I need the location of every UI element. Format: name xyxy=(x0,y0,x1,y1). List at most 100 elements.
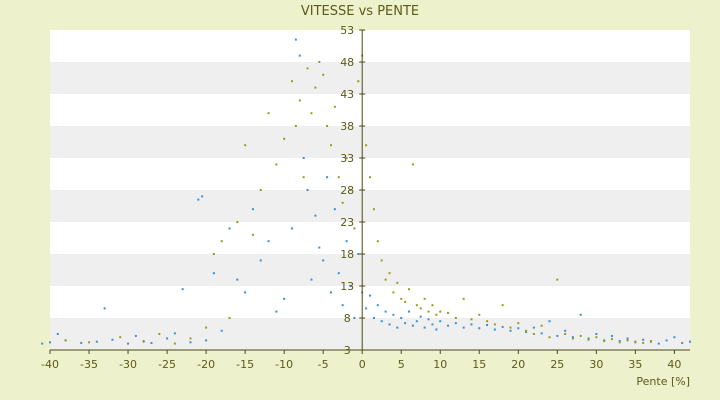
data-point xyxy=(388,272,391,275)
data-point xyxy=(267,240,270,243)
data-point xyxy=(228,227,231,230)
data-point xyxy=(306,189,309,191)
data-point xyxy=(423,326,426,329)
data-point xyxy=(532,333,535,335)
data-point xyxy=(493,328,496,331)
data-point xyxy=(314,86,317,89)
data-point xyxy=(267,112,270,115)
data-point xyxy=(642,341,645,344)
grid-band xyxy=(50,286,690,318)
data-point xyxy=(166,337,169,340)
y-tick-label: 23 xyxy=(340,216,354,229)
data-point xyxy=(435,328,438,331)
data-point xyxy=(384,310,387,313)
data-point xyxy=(419,315,422,318)
data-point xyxy=(181,288,184,291)
x-tick-label: 40 xyxy=(667,358,681,371)
data-point xyxy=(329,291,332,294)
data-point xyxy=(415,320,418,323)
data-point xyxy=(411,324,414,327)
data-point xyxy=(388,323,391,326)
data-point xyxy=(419,307,422,310)
data-point xyxy=(431,304,434,307)
data-point xyxy=(657,342,660,345)
data-point xyxy=(603,340,606,343)
data-point xyxy=(103,307,106,310)
data-point xyxy=(49,341,51,344)
data-point xyxy=(150,341,153,344)
grid-band xyxy=(50,190,690,222)
data-point xyxy=(634,340,637,343)
grid-band xyxy=(50,94,690,126)
data-point xyxy=(610,338,613,341)
y-tick-label: 13 xyxy=(340,280,354,293)
grid-band xyxy=(50,254,690,286)
y-tick-label: 48 xyxy=(340,56,354,69)
data-point xyxy=(517,327,520,330)
data-point xyxy=(189,341,192,344)
data-point xyxy=(275,310,278,313)
data-point xyxy=(431,323,434,326)
data-point xyxy=(427,318,430,321)
data-point xyxy=(251,208,254,211)
data-point xyxy=(564,329,567,332)
data-point xyxy=(501,325,504,328)
x-tick-label: -10 xyxy=(275,358,293,371)
data-point xyxy=(408,310,411,313)
data-point xyxy=(310,278,313,281)
x-tick-label: -5 xyxy=(318,358,329,371)
data-point xyxy=(447,311,450,314)
data-point xyxy=(201,195,204,198)
data-point xyxy=(220,240,223,243)
data-point xyxy=(447,324,450,327)
x-tick-label: -20 xyxy=(197,358,215,371)
data-point xyxy=(564,333,567,335)
series-layer xyxy=(41,38,691,345)
data-point xyxy=(337,272,340,275)
grid-band xyxy=(50,318,690,350)
y-tick-label: 38 xyxy=(340,120,354,133)
data-point xyxy=(244,144,247,147)
data-point xyxy=(435,313,438,316)
data-point xyxy=(571,336,574,339)
data-point xyxy=(119,336,122,339)
data-point xyxy=(275,163,278,166)
data-point xyxy=(392,313,395,316)
x-tick-label: -15 xyxy=(236,358,254,371)
data-point xyxy=(579,334,582,337)
data-point xyxy=(302,176,305,179)
data-point xyxy=(341,201,344,204)
data-point xyxy=(88,341,91,344)
data-point xyxy=(392,291,395,294)
data-point xyxy=(127,342,130,345)
plot-area xyxy=(50,30,690,350)
data-point xyxy=(439,320,442,323)
x-axis-title: Pente [%] xyxy=(636,375,690,388)
data-point xyxy=(333,105,336,108)
data-point xyxy=(259,189,262,191)
data-point xyxy=(532,326,535,329)
data-point xyxy=(318,246,321,249)
data-point xyxy=(462,326,465,329)
data-point xyxy=(369,176,371,179)
data-point xyxy=(345,157,348,159)
data-point xyxy=(310,112,313,115)
data-point xyxy=(517,322,520,325)
data-point xyxy=(283,137,286,140)
data-point xyxy=(689,340,691,343)
data-point xyxy=(259,259,262,262)
data-point xyxy=(618,340,621,343)
data-point xyxy=(306,67,309,70)
data-point xyxy=(556,278,559,281)
axes-layer: -40 -35 -30 -25 -20 -15 -10 -5 0 5 10 15 20 25 30 35 40 5… xyxy=(41,24,690,371)
grid-band xyxy=(50,222,690,254)
data-point xyxy=(396,281,399,284)
grid-band xyxy=(50,126,690,158)
data-point xyxy=(220,329,223,332)
y-tick-label: 8 xyxy=(344,312,351,325)
data-point xyxy=(236,221,239,223)
data-point xyxy=(111,338,114,341)
data-point xyxy=(415,304,418,307)
